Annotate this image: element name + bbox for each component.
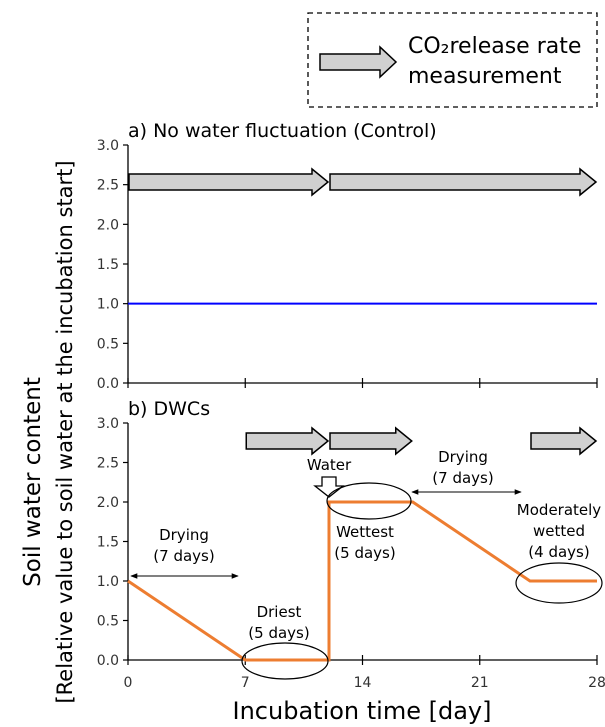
moderate-days: (4 days) <box>528 543 589 561</box>
panel-b: b) DWCs 0.0 0.5 1.0 1.5 2.0 2.5 3.0 0 7 14 21 28 D… <box>97 398 605 691</box>
measurement-arrow <box>329 426 413 456</box>
legend-text-line1: CO₂release rate <box>408 34 581 59</box>
x-axis-label: Incubation time [day] <box>233 697 492 725</box>
y-tick-label: 0.0 <box>97 653 119 669</box>
annotation-wettest: Wettest (5 days) <box>326 482 412 562</box>
moderate-label-1: Moderately <box>517 501 602 519</box>
y-tick-label: 1.0 <box>97 574 119 590</box>
x-tick-label: 21 <box>471 675 489 691</box>
measurement-arrow <box>329 167 598 197</box>
drying-1-days: (7 days) <box>153 547 214 565</box>
panel-a-title: a) No water fluctuation (Control) <box>128 120 437 142</box>
annotation-drying-1: Drying (7 days) <box>130 526 239 579</box>
annotation-water: Water <box>307 456 352 498</box>
y-tick-label: 0.5 <box>97 336 119 352</box>
drying-2-days: (7 days) <box>432 469 493 487</box>
annotation-driest: Driest (5 days) <box>241 603 329 680</box>
annotation-drying-2: Drying (7 days) <box>411 448 522 495</box>
x-tick-label: 0 <box>124 675 133 691</box>
y-axis-label-2: [Relative value to soil water at the inc… <box>53 160 77 703</box>
moderate-ellipse <box>515 562 603 604</box>
panel-b-title: b) DWCs <box>128 398 210 420</box>
y-tick-label: 3.0 <box>97 138 119 154</box>
legend-text-line2: measurement <box>408 64 562 89</box>
drying-2-label: Drying <box>438 448 488 466</box>
annotation-moderate: Moderately wetted (4 days) <box>515 501 603 604</box>
panel-a: a) No water fluctuation (Control) 0.0 0.5… <box>97 120 598 392</box>
panel-b-xticks: 0 7 14 21 28 <box>124 655 605 691</box>
wettest-ellipse <box>326 482 412 520</box>
drying-1-label: Drying <box>159 526 209 544</box>
y-axis-label-1: Soil water content <box>20 377 46 587</box>
panel-b-arrows <box>245 426 598 456</box>
panel-a-arrows <box>128 167 598 197</box>
y-tick-label: 1.5 <box>97 535 119 551</box>
panel-b-dwc-line <box>127 500 597 662</box>
y-tick-label: 1.0 <box>97 297 119 313</box>
x-tick-label: 7 <box>241 675 250 691</box>
y-tick-label: 2.5 <box>97 456 119 472</box>
y-tick-label: 1.5 <box>97 257 119 273</box>
y-tick-label: 2.5 <box>97 178 119 194</box>
panel-a-yticks: 0.0 0.5 1.0 1.5 2.0 2.5 3.0 <box>97 138 128 392</box>
legend: CO₂release rate measurement <box>307 12 598 108</box>
panel-b-yticks: 0.0 0.5 1.0 1.5 2.0 2.5 3.0 <box>97 416 128 669</box>
x-tick-label: 28 <box>588 675 605 691</box>
y-tick-label: 0.5 <box>97 614 119 630</box>
y-tick-label: 2.0 <box>97 495 119 511</box>
moderate-label-2: wetted <box>533 522 585 540</box>
legend-arrow-icon <box>319 45 398 79</box>
y-tick-label: 3.0 <box>97 416 119 432</box>
measurement-arrow <box>530 426 598 456</box>
x-tick-label: 14 <box>354 675 372 691</box>
measurement-arrow <box>245 426 330 456</box>
y-tick-label: 0.0 <box>97 376 119 392</box>
water-down-arrow-icon <box>313 476 345 498</box>
panel-a-xticks <box>127 378 598 388</box>
wettest-days: (5 days) <box>334 544 395 562</box>
driest-ellipse <box>241 642 329 680</box>
water-label: Water <box>307 456 352 474</box>
driest-label: Driest <box>257 603 302 621</box>
driest-days: (5 days) <box>248 624 309 642</box>
y-tick-label: 2.0 <box>97 217 119 233</box>
legend-box <box>307 12 598 108</box>
wettest-label: Wettest <box>336 523 394 541</box>
measurement-arrow <box>128 167 330 197</box>
